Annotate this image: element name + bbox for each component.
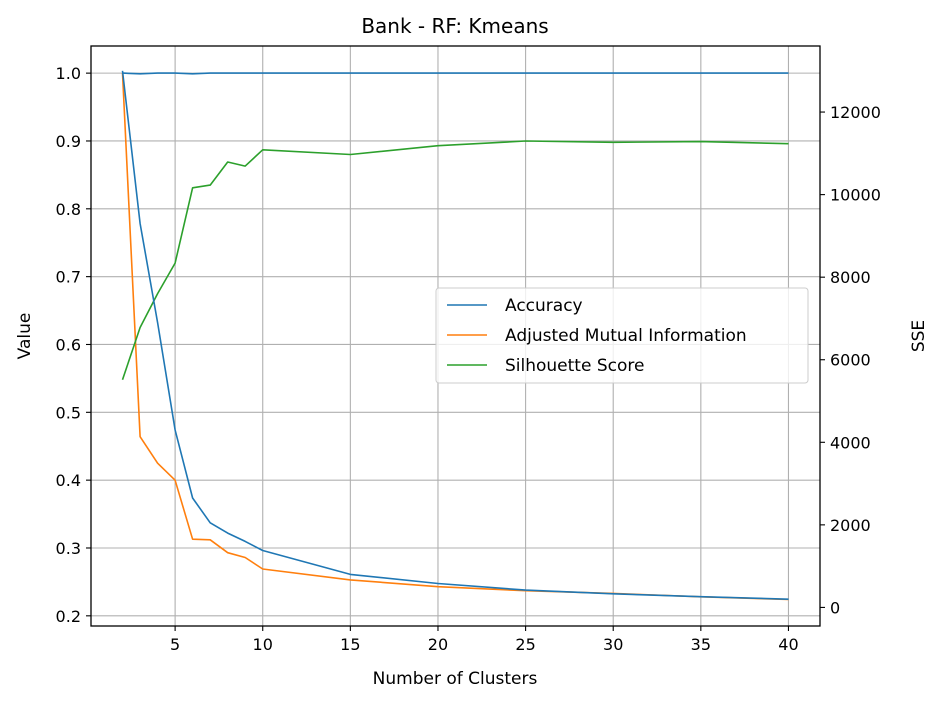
y-tick-label: 0.9 [56,132,81,151]
grid [91,46,820,626]
y-tick-label: 0.3 [56,539,81,558]
y2-tick-label: 2000 [830,516,871,535]
y-tick-label: 0.4 [56,471,81,490]
y-axis-label: Value [15,313,35,360]
y-tick-label: 0.5 [56,403,81,422]
x-tick-label: 30 [603,635,623,654]
x-tick-label: 20 [428,635,448,654]
y2-tick-label: 10000 [830,186,881,205]
x-tick-label: 35 [691,635,711,654]
y2-tick-label: 12000 [830,103,881,122]
x-axis: 5 10 15 20 25 30 35 40 [170,626,799,654]
chart-title: Bank - RF: Kmeans [361,14,548,38]
series-line-silhouette-score [121,140,789,381]
y-axis-left: 0.2 0.3 0.4 0.5 0.6 0.7 0.8 0.9 1.0 [56,64,91,626]
series-line-sse [121,70,789,600]
y-tick-label: 0.2 [56,607,81,626]
legend-label-silhouette-score: Silhouette Score [505,356,644,376]
x-tick-label: 5 [170,635,180,654]
y2-tick-label: 4000 [830,433,871,452]
y2-axis-label: SSE [909,320,929,352]
series-line-accuracy [122,72,789,75]
series-lines [121,70,789,601]
y-tick-label: 0.7 [56,268,81,287]
legend-label-adjusted-mutual-information: Adjusted Mutual Information [505,326,747,346]
y2-tick-label: 8000 [830,268,871,287]
y-axis-right: 0 2000 4000 6000 8000 10000 12000 [820,103,881,617]
y2-tick-label: 0 [830,598,840,617]
legend-label-accuracy: Accuracy [505,296,583,316]
x-tick-label: 40 [778,635,798,654]
x-tick-label: 15 [340,635,360,654]
y-tick-label: 1.0 [56,64,81,83]
plot-frame [90,45,821,627]
y-tick-label: 0.6 [56,335,81,354]
y-tick-label: 0.8 [56,200,81,219]
x-tick-label: 10 [253,635,273,654]
legend: Accuracy Adjusted Mutual Information Silho… [435,287,809,384]
y2-tick-label: 6000 [830,351,871,370]
legend-box [435,287,809,384]
x-tick-label: 25 [515,635,535,654]
x-axis-label: Number of Clusters [373,669,538,689]
